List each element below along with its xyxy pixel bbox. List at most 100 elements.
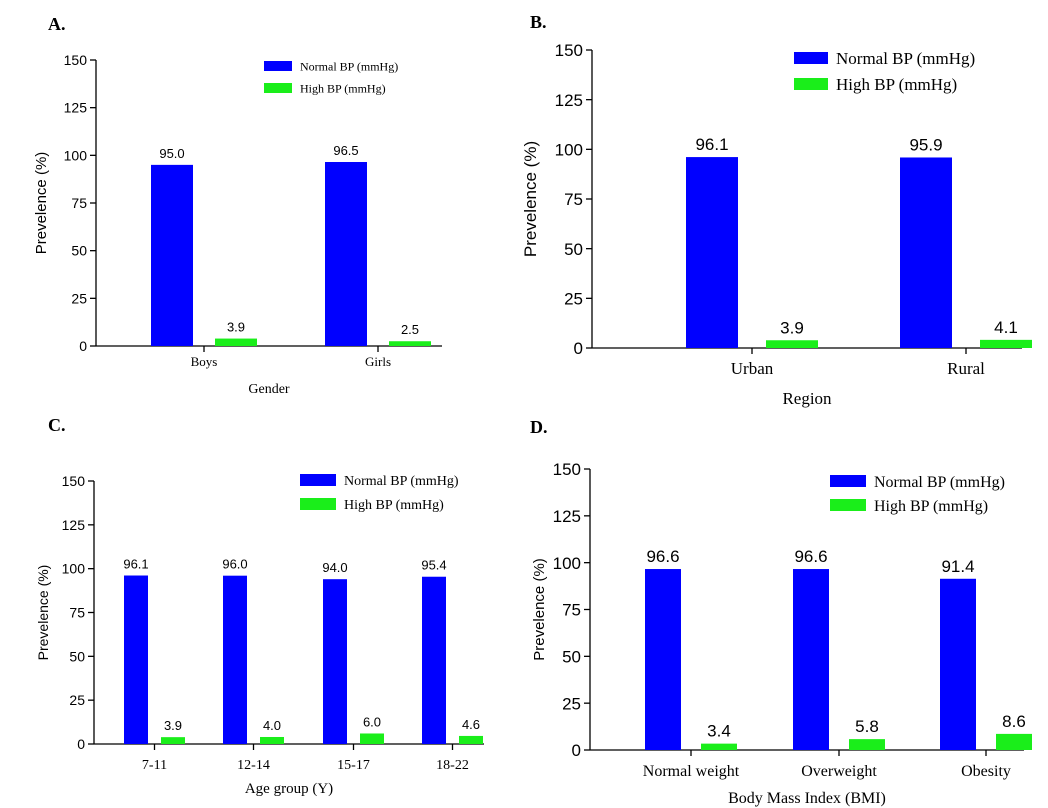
high-bp-bar — [260, 736, 284, 744]
legend-swatch-normal — [830, 475, 866, 487]
data-label: 95.0 — [159, 146, 184, 161]
y-tick-label: 125 — [553, 507, 581, 526]
x-category-label: Normal weight — [643, 763, 740, 780]
data-label: 2.5 — [401, 322, 419, 337]
x-category-label: 18-22 — [436, 758, 469, 773]
y-tick-label: 0 — [574, 339, 583, 358]
y-tick-label: 50 — [562, 647, 581, 666]
x-category-label: Girls — [365, 354, 391, 369]
bar-chart-gender: A. 0 25 50 75 100 125 150 Prevelence (%) 95.0 3.9 B… — [33, 14, 442, 397]
y-tick-label: 100 — [553, 554, 581, 573]
x-axis-title: Age group (Y) — [245, 781, 333, 797]
bar-chart-region: B. 0 25 50 75 100 125 150 Prevelence (%) 96.1 3.9 U… — [521, 12, 1032, 408]
data-label: 4.6 — [462, 717, 480, 732]
data-label: 3.9 — [164, 718, 182, 733]
chart-panel-a: A. 0 25 50 75 100 125 150 Prevelence (%) 95.0 3.9 B… — [0, 0, 520, 405]
x-axis-title: Region — [782, 389, 832, 408]
chart-panel-b: B. 0 25 50 75 100 125 150 Prevelence (%) 96.1 3.9 U… — [520, 0, 1048, 415]
legend-label-normal: Normal BP (mmHg) — [836, 49, 975, 68]
y-tick-label: 0 — [572, 741, 581, 760]
high-bp-bar — [996, 733, 1032, 750]
panel-label: C. — [48, 415, 66, 435]
y-tick-label: 75 — [69, 605, 85, 621]
data-label: 3.9 — [780, 318, 804, 337]
normal-bp-bar — [645, 569, 681, 750]
legend-swatch-high — [794, 78, 828, 90]
legend-label-normal: Normal BP (mmHg) — [344, 474, 459, 489]
x-category-label: Obesity — [961, 763, 1011, 780]
legend-label-high: High BP (mmHg) — [344, 498, 444, 513]
chart-panel-d: D. 0 25 50 75 100 125 150 Prevelence (%) 96.6 3.4 N… — [520, 405, 1048, 808]
bar-chart-bmi: D. 0 25 50 75 100 125 150 Prevelence (%) 96.6 3.4 N… — [530, 417, 1032, 807]
y-tick-label: 75 — [562, 601, 581, 620]
data-label: 8.6 — [1002, 712, 1026, 731]
high-bp-bar — [849, 739, 885, 750]
y-tick-label: 25 — [71, 290, 87, 306]
x-category-label: Overweight — [801, 763, 877, 780]
normal-bp-bar — [686, 157, 738, 348]
data-label: 96.6 — [794, 547, 827, 566]
high-bp-bar — [215, 338, 257, 346]
legend-label-high: High BP (mmHg) — [300, 81, 386, 95]
y-tick-label: 150 — [64, 52, 88, 68]
y-tick-label: 0 — [77, 736, 85, 752]
legend-swatch-high — [264, 83, 292, 93]
y-tick-label: 150 — [555, 41, 583, 60]
data-label: 5.8 — [855, 717, 879, 736]
data-label: 96.0 — [222, 557, 247, 572]
normal-bp-bar — [422, 576, 446, 744]
y-tick-label: 100 — [555, 140, 583, 159]
high-bp-bar — [766, 340, 818, 348]
legend-swatch-high — [830, 499, 866, 511]
y-axis-title: Prevelence (%) — [33, 152, 50, 255]
y-tick-label: 125 — [64, 100, 88, 116]
y-tick-label: 150 — [553, 460, 581, 479]
high-bp-bar — [980, 339, 1032, 348]
y-axis-title: Prevelence (%) — [35, 565, 51, 661]
y-tick-label: 75 — [564, 190, 583, 209]
y-tick-label: 100 — [62, 561, 86, 577]
legend-label-normal: Normal BP (mmHg) — [874, 474, 1005, 491]
high-bp-bar — [161, 737, 185, 744]
x-category-label: Rural — [947, 359, 985, 378]
normal-bp-bar — [223, 575, 247, 744]
data-label: 96.5 — [333, 143, 358, 158]
panel-label: A. — [48, 14, 66, 34]
y-tick-label: 50 — [564, 240, 583, 259]
y-tick-label: 100 — [64, 147, 88, 163]
x-category-label: Urban — [731, 359, 774, 378]
x-category-label: Boys — [191, 354, 218, 369]
y-tick-label: 25 — [564, 289, 583, 308]
y-tick-label: 50 — [69, 648, 85, 664]
legend-label-normal: Normal BP (mmHg) — [300, 59, 398, 73]
x-category-label: 7-11 — [142, 758, 167, 773]
data-label: 4.1 — [994, 318, 1018, 337]
high-bp-bar — [459, 735, 483, 744]
panel-label: D. — [530, 417, 548, 437]
normal-bp-bar — [124, 575, 148, 744]
legend-swatch-normal — [300, 474, 336, 486]
data-label: 95.4 — [421, 558, 446, 573]
x-axis-title: Body Mass Index (BMI) — [728, 790, 886, 807]
chart-panel-c: C. 0 25 50 75 100 125 150 Prevelence (%) 96.1 3.9 7… — [0, 405, 520, 808]
data-label: 4.0 — [263, 718, 281, 733]
x-axis-title: Gender — [248, 382, 290, 397]
data-label: 94.0 — [322, 560, 347, 575]
y-tick-label: 50 — [71, 243, 87, 259]
x-category-label: 12-14 — [237, 758, 270, 773]
normal-bp-bar — [151, 164, 193, 346]
y-tick-label: 150 — [62, 473, 86, 489]
normal-bp-bar — [940, 578, 976, 750]
legend-swatch-normal — [794, 52, 828, 64]
y-tick-label: 75 — [71, 195, 87, 211]
legend-label-high: High BP (mmHg) — [874, 498, 988, 515]
legend-swatch-high — [300, 498, 336, 510]
y-axis-title: Prevelence (%) — [521, 141, 540, 257]
panel-label: B. — [530, 12, 547, 32]
legend-label-high: High BP (mmHg) — [836, 75, 957, 94]
normal-bp-bar — [323, 579, 347, 744]
data-label: 3.4 — [707, 722, 731, 741]
data-label: 91.4 — [941, 557, 974, 576]
y-tick-label: 25 — [69, 692, 85, 708]
normal-bp-bar — [325, 162, 367, 346]
